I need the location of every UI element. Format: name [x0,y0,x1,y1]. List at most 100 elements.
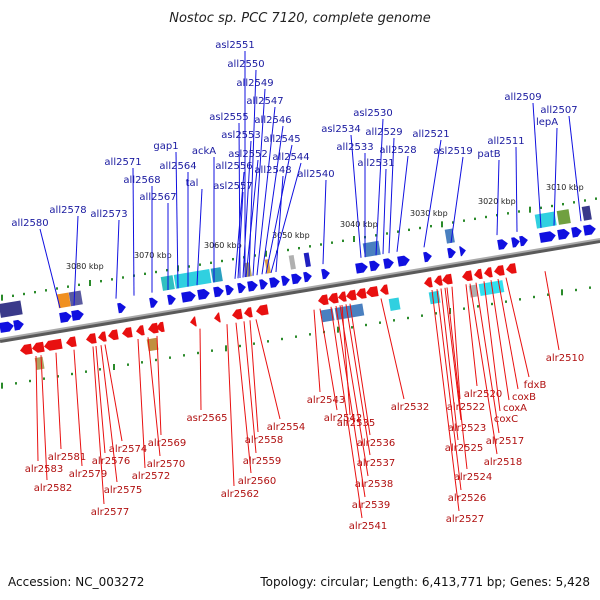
forward-gene-label[interactable]: asl2557 [213,181,253,192]
reverse-gene-arrow[interactable] [189,316,197,327]
forward-gene-label[interactable]: all2567 [139,192,176,203]
forward-gene-label[interactable]: asl2552 [228,149,268,160]
reverse-gene-label[interactable]: alr2532 [391,402,429,413]
reverse-gene-arrow[interactable] [255,304,269,316]
forward-gene-arrow[interactable] [539,230,556,243]
reverse-gene-arrow[interactable] [243,307,253,318]
reverse-gene-label[interactable]: alr2570 [147,459,185,470]
reverse-gene-arrow[interactable] [493,265,505,277]
reverse-gene-label[interactable]: alr2524 [454,472,492,483]
reverse-gene-label[interactable]: alr2537 [357,458,395,469]
forward-gene-arrow[interactable] [247,280,259,292]
reverse-gene-label[interactable]: alr2579 [69,469,107,480]
forward-gene-arrow[interactable] [197,288,210,300]
forward-gene-label[interactable]: asl2534 [321,124,361,135]
forward-gene-label[interactable]: ackA [192,146,216,157]
reverse-gene-label[interactable]: alr2577 [91,507,129,518]
reverse-gene-arrow[interactable] [473,268,483,280]
forward-gene-label[interactable]: all2547 [246,96,283,107]
reverse-gene-label[interactable]: alr2525 [445,443,483,454]
forward-gene-arrow[interactable] [117,302,127,314]
forward-gene-label[interactable]: asl2519 [433,146,473,157]
reverse-gene-label[interactable]: alr2522 [447,402,485,413]
reverse-gene-label[interactable]: alr2575 [104,485,142,496]
forward-gene-arrow[interactable] [259,278,269,290]
forward-gene-label[interactable]: all2564 [159,161,196,172]
reverse-gene-label[interactable]: alr2572 [132,471,170,482]
reverse-gene-arrow[interactable] [155,321,165,333]
reverse-gene-label[interactable]: alr2518 [484,457,522,468]
forward-gene-arrow[interactable] [511,236,521,248]
forward-gene-label[interactable]: all2511 [487,136,524,147]
forward-gene-arrow[interactable] [59,311,72,323]
reverse-gene-label[interactable]: coxC [494,414,518,425]
reverse-gene-label[interactable]: alr2562 [221,489,259,500]
forward-gene-arrow[interactable] [149,297,159,308]
reverse-gene-arrow[interactable] [317,294,329,306]
reverse-gene-label[interactable]: asr2565 [187,413,228,424]
reverse-gene-arrow[interactable] [433,275,443,286]
forward-gene-label[interactable]: asl2553 [221,130,261,141]
forward-gene-arrow[interactable] [13,319,25,331]
forward-gene-label[interactable]: all2556 [215,161,252,172]
forward-gene-arrow[interactable] [303,271,313,283]
forward-gene-arrow[interactable] [369,260,381,272]
forward-gene-label[interactable]: all2529 [365,127,402,138]
reverse-gene-arrow[interactable] [107,329,119,341]
forward-gene-label[interactable]: asl2555 [209,112,249,123]
reverse-gene-label[interactable]: alr2520 [464,389,502,400]
forward-gene-arrow[interactable] [167,294,177,305]
forward-gene-label[interactable]: all2568 [123,175,160,186]
reverse-gene-arrow[interactable] [65,336,77,348]
reverse-gene-label[interactable]: coxA [503,403,527,414]
forward-gene-label[interactable]: all2550 [227,59,264,70]
forward-gene-label[interactable]: all2549 [236,78,273,89]
forward-gene-arrow[interactable] [423,251,433,263]
forward-gene-label[interactable]: all2573 [90,209,127,220]
reverse-gene-arrow[interactable] [135,325,145,336]
forward-gene-label[interactable]: gap1 [153,141,178,152]
reverse-gene-arrow[interactable] [355,288,367,300]
reverse-gene-arrow[interactable] [365,286,379,298]
forward-gene-arrow[interactable] [583,224,596,236]
reverse-gene-arrow[interactable] [505,263,517,275]
reverse-gene-arrow[interactable] [121,327,133,339]
forward-gene-arrow[interactable] [397,255,410,267]
forward-gene-label[interactable]: all2507 [540,105,577,116]
forward-gene-label[interactable]: all2533 [336,142,373,153]
reverse-gene-label[interactable]: alr2523 [448,423,486,434]
reverse-gene-arrow[interactable] [441,273,453,286]
reverse-gene-label[interactable]: alr2559 [243,456,281,467]
reverse-gene-label[interactable]: alr2583 [25,464,63,475]
forward-gene-label[interactable]: asl2530 [353,108,393,119]
reverse-gene-label[interactable]: alr2517 [486,436,524,447]
reverse-gene-label[interactable]: alr2554 [267,422,305,433]
reverse-gene-arrow[interactable] [97,331,107,342]
reverse-gene-arrow[interactable] [423,277,433,288]
reverse-gene-arrow[interactable] [43,338,63,352]
forward-gene-arrow[interactable] [269,276,281,288]
reverse-gene-label[interactable]: alr2558 [245,435,283,446]
reverse-gene-label[interactable]: alr2582 [34,483,72,494]
forward-gene-arrow[interactable] [0,321,15,333]
forward-gene-arrow[interactable] [291,273,303,285]
forward-gene-arrow[interactable] [383,257,395,269]
forward-gene-arrow[interactable] [71,309,84,321]
forward-gene-label[interactable]: lepA [536,117,558,128]
forward-gene-arrow[interactable] [571,226,583,238]
reverse-gene-label[interactable]: alr2542 [324,413,362,424]
forward-gene-arrow[interactable] [237,282,247,294]
reverse-gene-arrow[interactable] [213,312,221,323]
forward-gene-label[interactable]: all2509 [504,92,541,103]
forward-gene-arrow[interactable] [497,238,509,250]
forward-gene-label[interactable]: patB [477,149,500,160]
reverse-gene-label[interactable]: alr2576 [92,456,130,467]
forward-gene-label[interactable]: asl2551 [215,40,255,51]
reverse-gene-arrow[interactable] [85,333,97,345]
forward-gene-arrow[interactable] [459,245,467,257]
reverse-gene-label[interactable]: alr2539 [352,500,390,511]
reverse-gene-label[interactable]: fdxB [524,380,547,391]
forward-gene-arrow[interactable] [447,247,457,259]
forward-gene-label[interactable]: all2531 [357,158,394,169]
forward-gene-label[interactable]: all2528 [379,145,416,156]
